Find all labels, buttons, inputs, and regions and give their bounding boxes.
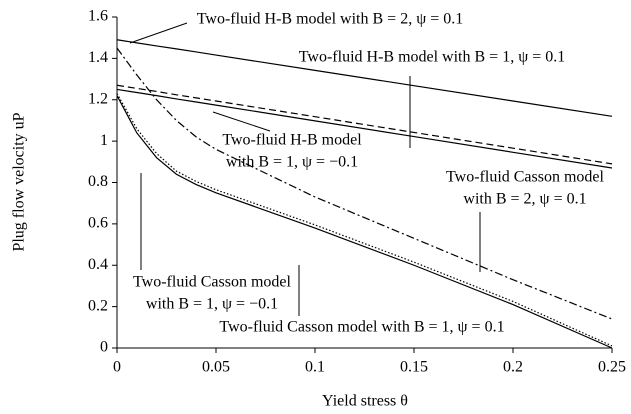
y-tick-label: 0.8	[88, 173, 108, 190]
x-axis-label: Yield stress θ	[322, 393, 408, 410]
annotation: Two-fluid Casson model with B = 1, ψ = 0…	[219, 319, 504, 336]
y-tick-label: 0.4	[88, 256, 108, 273]
y-axis-label: Plug flow velocity uP	[11, 112, 28, 251]
series-line	[116, 39, 613, 117]
y-tick-label: 0.6	[88, 215, 108, 232]
x-tick-label: 0.15	[400, 359, 428, 376]
annotation: Two-fluid H-B model with B = 1, ψ = 0.1	[299, 49, 565, 66]
x-tick-label: 0.1	[305, 359, 325, 376]
x-tick-label: 0	[113, 359, 121, 376]
series-line	[116, 93, 613, 347]
annotation: with B = 1, ψ = −0.1	[226, 154, 358, 171]
annotation: with B = 2, ψ = 0.1	[463, 191, 586, 208]
annotation: Two-fluid Casson model	[133, 274, 292, 291]
series-line	[116, 88, 613, 169]
leader-line	[129, 22, 188, 44]
x-tick-label: 0.05	[202, 359, 230, 376]
annotation: Two-fluid H-B model with B = 2, ψ = 0.1	[197, 11, 463, 28]
y-tick-label: 1.4	[88, 49, 108, 66]
leader-line	[212, 111, 271, 132]
annotation: Two-fluid Casson model	[446, 169, 605, 186]
y-tick-label: 0	[100, 339, 108, 356]
annotation: Two-fluid H-B model	[222, 132, 362, 149]
y-tick-label: 1	[100, 132, 108, 149]
annotation: with B = 1, ψ = −0.1	[146, 296, 278, 313]
series-line	[116, 95, 613, 349]
series-line	[116, 47, 613, 320]
y-tick-label: 1.6	[88, 8, 108, 25]
x-tick-label: 0.2	[503, 359, 523, 376]
x-tick-label: 0.25	[598, 359, 626, 376]
series-line	[116, 84, 613, 165]
y-tick-label: 0.2	[88, 297, 108, 314]
y-tick-label: 1.2	[88, 90, 108, 107]
